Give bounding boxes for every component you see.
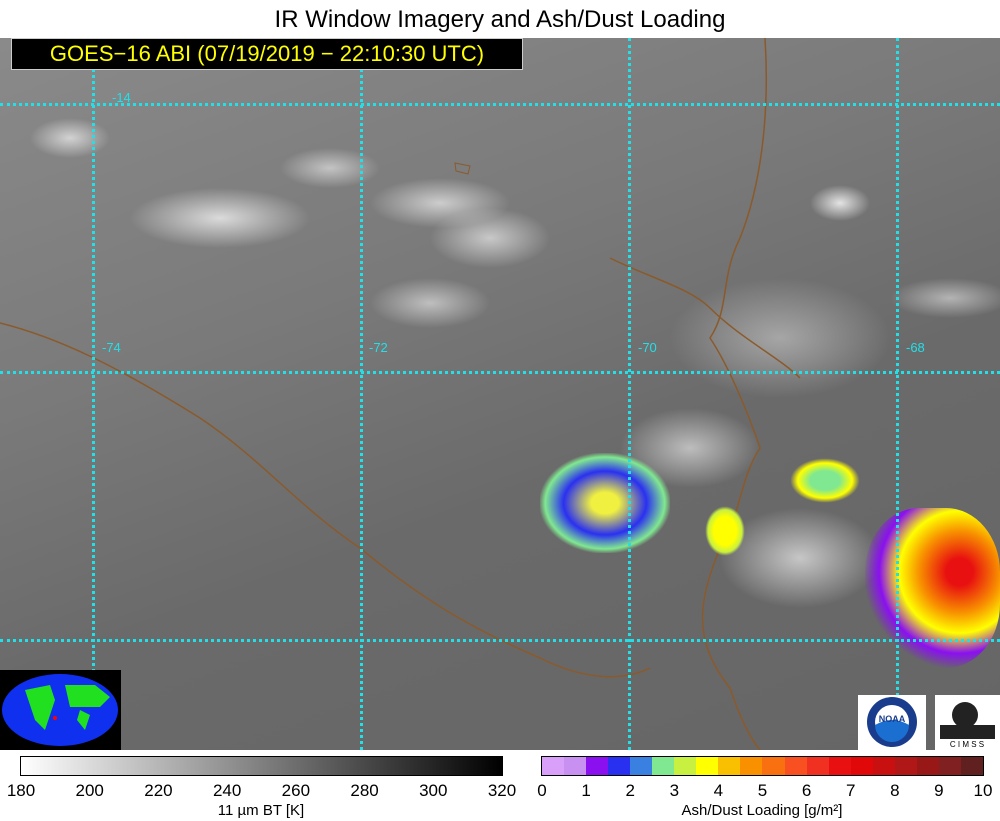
lon-label: -72 — [369, 340, 388, 355]
coastline-borders — [0, 38, 801, 750]
longitude-line — [92, 38, 95, 750]
ash-color-segment — [696, 757, 719, 775]
ash-color-segment — [894, 757, 917, 775]
brightness-temperature-colorbar — [20, 756, 503, 776]
bt-tick-label: 180 — [6, 781, 36, 800]
ash-tick-label: 2 — [625, 781, 635, 800]
ash-tick-label: 6 — [801, 781, 812, 800]
ash-color-segment — [542, 757, 565, 775]
globe-inset — [0, 670, 121, 750]
ash-tick-label: 0 — [537, 781, 547, 800]
ash-color-segment — [784, 757, 807, 775]
lat-label: -14 — [112, 90, 131, 105]
bt-tick-label: 220 — [144, 781, 173, 800]
bt-tick-label: 240 — [212, 781, 242, 800]
bt-tick-label: 300 — [419, 781, 448, 800]
ash-color-segment — [740, 757, 763, 775]
longitude-line — [360, 38, 363, 750]
ash-color-segment — [806, 757, 829, 775]
lon-label: -74 — [102, 340, 121, 355]
bt-tick-label: 320 — [487, 781, 517, 800]
ash-color-segment — [586, 757, 609, 775]
ash-plume — [865, 508, 1000, 668]
ash-tick-label: 10 — [973, 781, 993, 800]
ash-color-segment — [916, 757, 939, 775]
noaa-logo: NOAA — [858, 695, 926, 750]
ash-color-segment — [960, 757, 983, 775]
ash-color-segment — [674, 757, 697, 775]
bt-tick-label: 280 — [350, 781, 379, 800]
bt-tick-label: 200 — [75, 781, 104, 800]
ash-color-segment — [718, 757, 741, 775]
ash-color-segment — [872, 757, 895, 775]
ash-color-segment — [630, 757, 653, 775]
ash-color-segment — [850, 757, 873, 775]
lon-label: -68 — [906, 340, 925, 355]
ash-tick-label: 7 — [845, 781, 856, 800]
ash-tick-label: 8 — [890, 781, 900, 800]
latitude-line — [0, 639, 1000, 642]
latitude-line — [0, 103, 1000, 106]
ash-plume — [705, 506, 745, 556]
ash-color-segment — [762, 757, 785, 775]
ash-color-segment — [938, 757, 961, 775]
ash-color-segment — [652, 757, 675, 775]
bt-colorbar-label: 11 µm BT [K] — [217, 802, 305, 819]
svg-text:C I M S S: C I M S S — [950, 740, 984, 749]
bt-tick-label: 260 — [281, 781, 311, 800]
ash-colorbar-label: Ash/Dust Loading [g/m²] — [681, 802, 843, 819]
plot-title: IR Window Imagery and Ash/Dust Loading — [274, 6, 726, 33]
satellite-time-label: GOES−16 ABI (07/19/2019 − 22:10:30 UTC) — [11, 38, 523, 70]
ash-color-segment — [608, 757, 631, 775]
ash-tick-label: 9 — [934, 781, 944, 800]
longitude-line — [628, 38, 631, 750]
cimss-logo: C I M S S — [935, 695, 1000, 750]
ash-plume — [540, 453, 670, 553]
ash-tick-label: 4 — [713, 781, 724, 800]
ash-color-segment — [564, 757, 587, 775]
ash-color-segment — [828, 757, 851, 775]
longitude-line — [896, 38, 899, 750]
ash-tick-label: 1 — [581, 781, 591, 800]
lon-label: -70 — [638, 340, 657, 355]
svg-text:NOAA: NOAA — [879, 714, 906, 724]
ash-plume — [790, 458, 860, 503]
ash-tick-label: 5 — [757, 781, 768, 800]
satellite-map: -14 -74 -72 -70 -68 NOAA C I M S S — [0, 38, 1000, 750]
ash-tick-label: 3 — [669, 781, 680, 800]
latitude-line — [0, 371, 1000, 374]
ash-loading-colorbar — [541, 756, 984, 776]
